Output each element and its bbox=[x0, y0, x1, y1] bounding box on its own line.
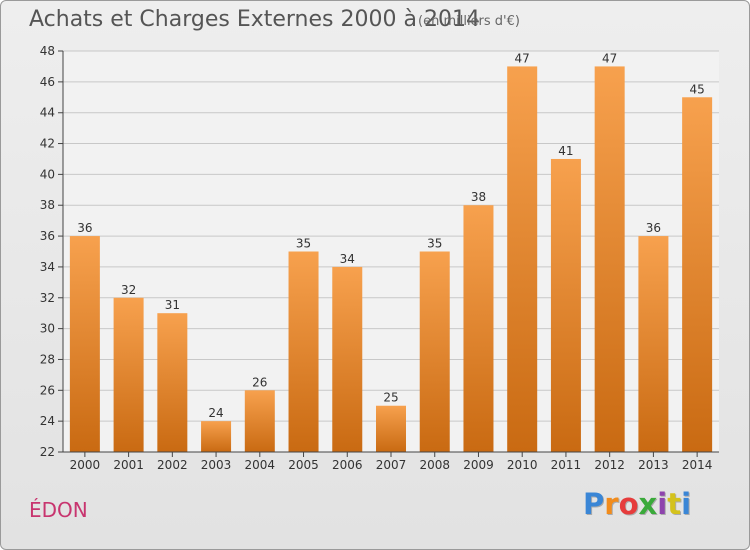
bar-value-label: 25 bbox=[383, 391, 398, 405]
x-tick-label: 2004 bbox=[245, 458, 276, 472]
bar-value-label: 34 bbox=[340, 252, 355, 266]
bar bbox=[201, 421, 232, 452]
x-tick-label: 2014 bbox=[682, 458, 713, 472]
y-tick-label: 38 bbox=[40, 198, 55, 212]
y-tick-label: 42 bbox=[40, 137, 55, 151]
bar bbox=[550, 158, 581, 452]
bar bbox=[69, 236, 100, 452]
x-tick-label: 2000 bbox=[70, 458, 101, 472]
bar bbox=[376, 405, 406, 452]
y-tick-label: 46 bbox=[40, 75, 55, 89]
x-tick-label: 2006 bbox=[332, 458, 363, 472]
bar-value-label: 47 bbox=[602, 51, 617, 65]
chart-title: Achats et Charges Externes 2000 à 2014 bbox=[29, 7, 480, 32]
x-tick-label: 2005 bbox=[288, 458, 319, 472]
logo-letter: i bbox=[657, 487, 668, 521]
logo-letter: t bbox=[667, 487, 682, 521]
y-tick-label: 26 bbox=[40, 383, 55, 397]
bar bbox=[419, 251, 450, 452]
y-tick-label: 32 bbox=[40, 291, 55, 305]
bar bbox=[594, 66, 625, 452]
y-tick-label: 34 bbox=[40, 260, 55, 274]
x-tick-label: 2010 bbox=[507, 458, 538, 472]
y-tick-label: 28 bbox=[40, 352, 55, 366]
bar bbox=[244, 390, 275, 452]
y-tick-label: 44 bbox=[40, 106, 55, 120]
x-tick-label: 2002 bbox=[157, 458, 188, 472]
logo-letter: r bbox=[604, 487, 619, 521]
y-tick-label: 40 bbox=[40, 167, 55, 181]
bar-value-label: 31 bbox=[165, 298, 180, 312]
logo-letter: P bbox=[583, 487, 605, 521]
bar-value-label: 45 bbox=[689, 82, 704, 96]
chart-subtitle: (en milliers d'€) bbox=[418, 14, 520, 29]
y-tick-label: 48 bbox=[40, 44, 55, 58]
bar bbox=[682, 97, 713, 453]
bar-value-label: 26 bbox=[252, 375, 267, 389]
bar-value-label: 36 bbox=[646, 221, 661, 235]
bar bbox=[463, 205, 494, 452]
logo-letter: x bbox=[638, 487, 658, 521]
logo-letter: i bbox=[681, 487, 692, 521]
x-tick-label: 2008 bbox=[419, 458, 450, 472]
bar bbox=[507, 66, 538, 452]
bar-value-label: 41 bbox=[558, 144, 573, 158]
bar-value-label: 35 bbox=[427, 237, 442, 251]
bar-value-label: 47 bbox=[515, 51, 530, 65]
x-tick-label: 2009 bbox=[463, 458, 494, 472]
bar-value-label: 38 bbox=[471, 190, 486, 204]
logo-letter: o bbox=[618, 487, 639, 521]
proxiti-logo[interactable]: Proxiti bbox=[583, 487, 691, 521]
y-tick-label: 22 bbox=[40, 445, 55, 459]
bar bbox=[638, 236, 669, 452]
x-tick-label: 2007 bbox=[376, 458, 407, 472]
bar-value-label: 24 bbox=[208, 406, 223, 420]
x-tick-label: 2012 bbox=[594, 458, 625, 472]
bar-value-label: 32 bbox=[121, 283, 136, 297]
y-tick-label: 24 bbox=[40, 414, 55, 428]
x-tick-label: 2011 bbox=[551, 458, 582, 472]
bar bbox=[157, 313, 188, 452]
commune-name: ÉDON bbox=[29, 498, 88, 522]
y-tick-label: 30 bbox=[40, 322, 55, 336]
bar-value-label: 36 bbox=[77, 221, 92, 235]
bar-value-label: 35 bbox=[296, 237, 311, 251]
bar bbox=[113, 297, 144, 452]
bar bbox=[288, 251, 319, 452]
x-tick-label: 2013 bbox=[638, 458, 669, 472]
x-tick-label: 2003 bbox=[201, 458, 232, 472]
x-tick-label: 2001 bbox=[113, 458, 144, 472]
bar bbox=[332, 266, 363, 452]
y-tick-label: 36 bbox=[40, 229, 55, 243]
